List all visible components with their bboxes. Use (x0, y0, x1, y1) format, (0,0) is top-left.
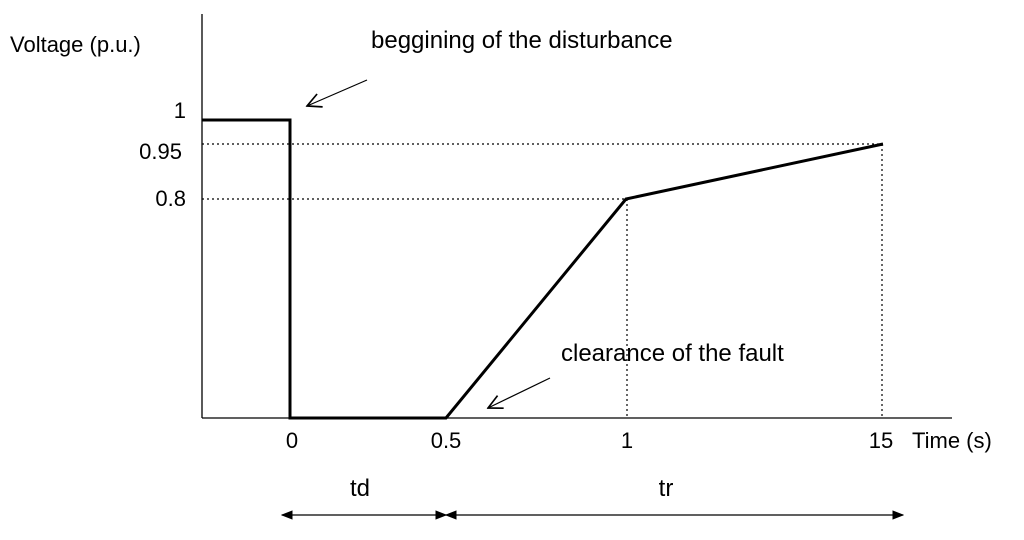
annotation-fault-clearance: clearance of the fault (561, 340, 784, 367)
x-tick-label-1: 1 (621, 428, 633, 453)
annotation-disturbance-arrow (307, 79, 368, 106)
y-axis-label: Voltage (p.u.) (10, 32, 141, 57)
x-axis-label: Time (s) (912, 428, 992, 453)
voltage-profile-line (202, 118, 884, 420)
y-tick-label-1: 1 (174, 98, 186, 123)
y-tick-label-0.95: 0.95 (139, 139, 182, 164)
y-tick-label-0.8: 0.8 (155, 186, 186, 211)
interval-label-td: td (350, 475, 370, 502)
x-tick-label-15: 15 (869, 428, 893, 453)
x-tick-label-0.5: 0.5 (431, 428, 462, 453)
annotation-disturbance: beggining of the disturbance (371, 27, 673, 54)
x-tick-label-0: 0 (286, 428, 298, 453)
interval-label-tr: tr (659, 475, 674, 502)
annotation-fault-clearance-arrow (488, 377, 551, 408)
